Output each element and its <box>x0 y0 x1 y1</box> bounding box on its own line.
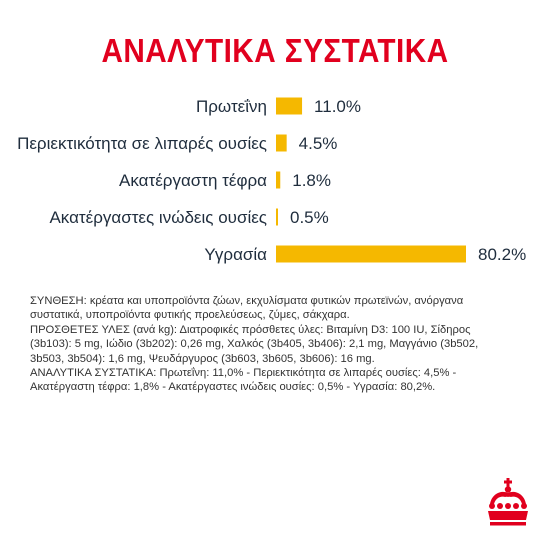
composition-line: συστατικά, υποπροϊόντα φυτικής προελεύσε… <box>30 309 350 322</box>
bar <box>276 245 466 263</box>
category-label: Ακατέργαστες ινώδεις ουσίες <box>49 208 267 227</box>
category-label: Ακατέργαστη τέφρα <box>119 171 267 190</box>
composition-line: ΑΝΑΛΥΤΙΚΑ ΣΥΣΤΑΤΙΚΑ: Πρωτεΐνη: 11,0% - Π… <box>30 367 457 380</box>
composition-line: ΣΥΝΘΕΣΗ: κρέατα και υποπροϊόντα ζώων, εκ… <box>30 295 464 307</box>
bar <box>276 208 278 226</box>
category-label: Περιεκτικότητα σε λιπαρές ουσίες <box>17 134 267 153</box>
value-label: 4.5% <box>299 134 338 153</box>
composition-text: ΣΥΝΘΕΣΗ: κρέατα και υποπροϊόντα ζώων, εκ… <box>30 294 530 395</box>
category-label: Πρωτεΐνη <box>196 97 267 116</box>
value-label: 1.8% <box>292 171 331 190</box>
page-title: ΑΝΑΛΥΤΙΚΑ ΣΥΣΤΑΤΙΚΑ <box>101 32 449 69</box>
nutrient-bar-chart: Πρωτεΐνη 11.0% Περιεκτικότητα σε λιπαρές ο… <box>17 97 526 264</box>
bar <box>276 171 281 189</box>
value-label: 11.0% <box>314 97 361 116</box>
bars-layer: Πρωτεΐνη 11.0% Περιεκτικότητα σε λιπαρές ο… <box>17 97 526 264</box>
category-label: Υγρασία <box>204 245 267 264</box>
composition-line: Ακατέργαστη τέφρα: 1,8% - Ακατέργαστες ι… <box>30 381 436 394</box>
composition-line: (3b103): 5 mg, Ιώδιο (3b202): 0,26 mg, Χ… <box>30 338 479 351</box>
bar <box>276 97 303 115</box>
composition-line: ΠΡΟΣΘΕΤΕΣ ΥΛΕΣ (ανά kg): Διατροφικές πρό… <box>30 323 471 336</box>
value-label: 80.2% <box>478 245 526 264</box>
royal-crown-icon <box>488 478 528 526</box>
bar <box>276 134 287 152</box>
value-label: 0.5% <box>290 208 329 227</box>
composition-line: 3b503, 3b504): 1,6 mg, Ψευδάργυρος (3b60… <box>30 352 375 365</box>
